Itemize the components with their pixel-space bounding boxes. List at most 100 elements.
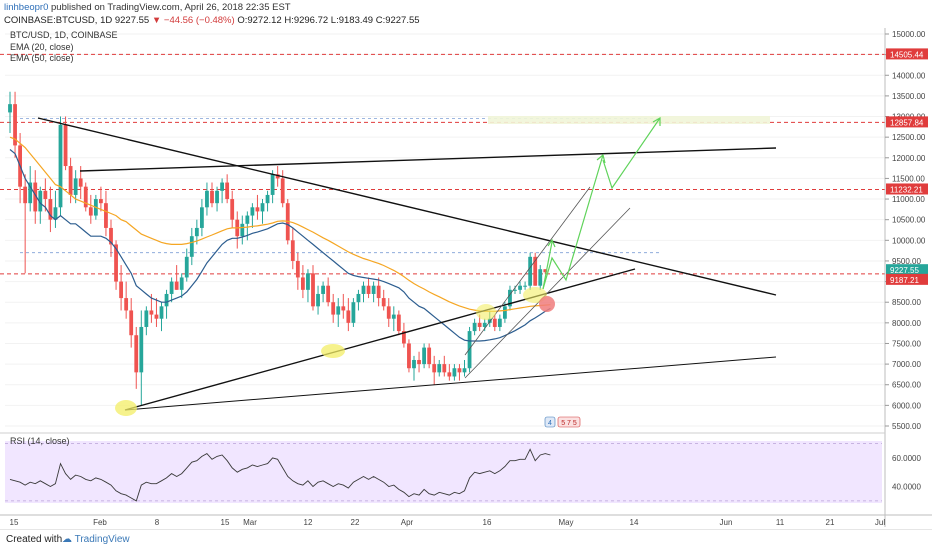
candle-body [73,178,78,195]
candle-body [366,285,371,294]
symbol-line: COINBASE:BTCUSD, 1D 9227.55 ▼ −44.56 (−0… [4,15,420,26]
y-tick-label: 13500.00 [892,92,926,101]
candle-body [457,368,462,373]
event-flag-2-label: 5 7 5 [561,420,577,427]
candle-body [225,182,230,200]
x-tick-label: Mar [243,518,257,527]
rsi-line [9,448,551,502]
badge-label: 12857.84 [890,118,924,127]
candle-body [124,298,129,311]
x-tick-label: 16 [483,518,492,527]
descending-trendline [37,117,777,296]
candle-body [139,326,144,373]
candle-body [48,199,53,220]
arrow-3-head [652,116,661,126]
y-tick-label: 7000.00 [892,360,921,369]
price-levels [0,53,885,275]
footer: Created with ☁ TradingView [0,529,932,551]
event-flag-1-label: 4 [548,420,552,427]
candle-body [523,285,527,287]
ema50-line [9,136,551,312]
cloud-icon: ☁ [62,534,72,545]
candle-body [275,174,280,179]
candle-body [301,277,305,290]
candle-body [129,310,134,336]
badge-label: 11232.21 [890,185,923,194]
lower-base-line [124,356,777,411]
candle-body [255,207,260,212]
candle-body [194,227,199,237]
upper-channel-line [79,147,777,172]
y-tick-label: 12500.00 [892,133,926,142]
candle-body [58,124,63,208]
candle-body [189,236,194,257]
x-tick-label: 15 [10,518,19,527]
level-badge [886,116,928,128]
footer-credit: Created with [6,534,63,545]
y-tick-label: 12000.00 [892,154,926,163]
legend-ema50: EMA (50, close) [10,53,74,63]
candle-body [265,194,270,204]
time-axis[interactable]: 15 Feb 8 15 Mar 12 22 Apr 16 May 14 Jun 11 21 Jul [10,518,886,527]
arrow-2 [542,241,553,290]
candle-body [43,190,48,200]
x-tick-label: Jul [875,518,885,527]
arrow-1 [542,154,604,290]
legend-main: BTC/USD, 1D, COINBASE [10,30,118,40]
symbol-text: COINBASE:BTCUSD, 1D [4,15,113,26]
candle-body [528,256,533,286]
candle-body [326,285,331,303]
candle-body [356,293,361,303]
channel-lines [464,186,631,379]
candle-body [53,207,58,220]
level-badge [886,48,928,60]
ascending-support-line [124,268,636,411]
candle-body [452,368,457,377]
event-flags: 4 5 7 5 [544,416,581,428]
tradingview-logo[interactable]: ☁ TradingView [62,534,130,545]
change-text: −44.56 (−0.48%) [163,15,235,26]
candle-body [503,306,507,319]
arrow-2-head [547,238,556,248]
x-tick-label: May [558,518,573,527]
candle-body [311,273,315,307]
author-link[interactable]: linhbeopr0 [4,2,49,13]
target-zone [488,116,770,124]
change-arrow-icon: ▼ [151,15,162,26]
ohlc-text: O:9272.12 H:9296.72 L:9183.49 C:9227.55 [237,15,420,26]
projection-arrows [542,116,661,290]
level-badge [886,183,928,195]
candle-body [83,186,88,208]
candle-body [174,281,179,290]
candle-body [402,331,406,344]
x-tick-label: Apr [401,518,414,527]
grid [5,33,885,427]
candle-body [119,281,123,299]
candle-body [396,314,401,332]
candle-body [487,318,492,323]
event-flag-2 [557,416,581,428]
x-tick-label: 14 [630,518,639,527]
rsi-band [5,441,882,503]
candle-body [427,347,432,365]
candle-body [316,293,320,307]
candle-body [492,318,497,327]
candle-body [497,318,502,327]
level-badge [886,273,928,285]
candle-body [33,182,38,212]
trendlines [37,117,777,411]
candle-body [386,306,391,319]
x-tick-label: 12 [304,518,313,527]
candle-body [346,310,351,323]
y-tick-label: 10500.00 [892,216,926,225]
publish-line: linhbeopr0 published on TradingView.com,… [4,2,291,13]
arrow-3 [602,117,661,190]
x-tick-label: Feb [93,518,107,527]
candle-body [164,293,169,307]
candle-body [184,256,189,278]
channel-upper [464,186,591,356]
candle-body [8,104,12,113]
highlight-mar-low [321,344,345,358]
